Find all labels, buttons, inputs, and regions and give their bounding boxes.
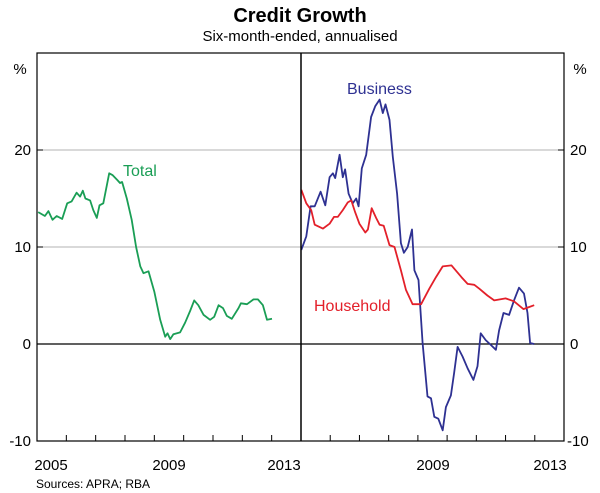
ytick-right-minus10: -10	[567, 433, 589, 450]
series-line-household	[300, 189, 535, 310]
xtick-right-2009: 2009	[416, 457, 449, 474]
chart-subtitle: Six-month-ended, annualised	[202, 28, 397, 45]
ytick-left-minus10: -10	[9, 433, 31, 450]
xtick-left-2013: 2013	[267, 457, 300, 474]
series-line-total	[37, 172, 273, 340]
xtick-left-2005: 2005	[34, 457, 67, 474]
source-note: Sources: APRA; RBA	[36, 477, 150, 491]
ytick-left-10: 10	[14, 239, 31, 256]
right-unit-label: %	[573, 61, 586, 78]
ytick-right-10: 10	[570, 239, 587, 256]
series-lines	[37, 98, 535, 432]
ytick-right-0: 0	[570, 336, 578, 353]
series-label-total: Total	[123, 163, 157, 180]
xtick-left-2009: 2009	[152, 457, 185, 474]
ytick-left-20: 20	[14, 142, 31, 159]
ytick-right-20: 20	[570, 142, 587, 159]
xtick-right-2013: 2013	[533, 457, 566, 474]
series-label-business: Business	[347, 81, 412, 98]
series-line-business	[300, 98, 535, 432]
series-label-household: Household	[314, 298, 391, 315]
chart-title: Credit Growth	[233, 5, 366, 27]
left-unit-label: %	[13, 61, 26, 78]
ytick-left-0: 0	[23, 336, 31, 353]
plot-frame	[36, 52, 565, 442]
